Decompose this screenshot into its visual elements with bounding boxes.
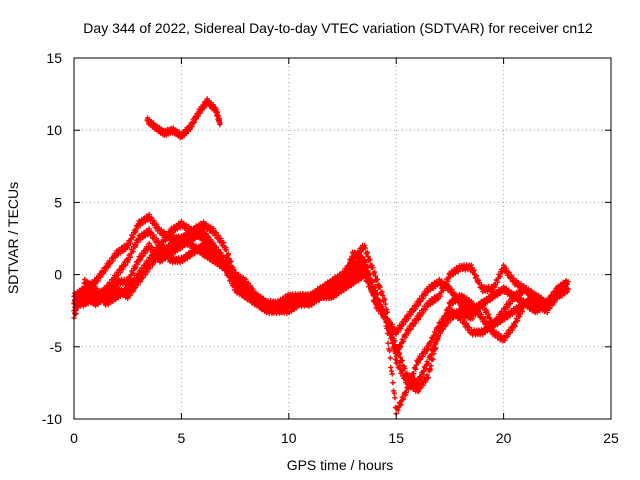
x-tick-label: 10 — [281, 430, 297, 446]
series-trace-2 — [71, 211, 571, 395]
series-markers — [71, 227, 571, 387]
y-tick-label: 15 — [46, 50, 62, 66]
y-tick-label: -5 — [50, 339, 63, 355]
y-tick-label: 5 — [54, 194, 62, 210]
x-tick-label: 20 — [496, 430, 512, 446]
series-markers — [71, 226, 571, 417]
tick-layer: 0 5 10 15 20 25 -10 -5 0 5 10 15 — [42, 50, 619, 446]
series-layer — [71, 96, 571, 417]
x-tick-label: 5 — [178, 430, 186, 446]
x-tick-label: 0 — [70, 430, 78, 446]
y-axis-label: SDTVAR / TECUs — [5, 182, 21, 294]
series-trace-3 — [71, 226, 571, 417]
series-markers — [144, 96, 223, 141]
y-tick-label: -10 — [42, 411, 62, 427]
series-trace-6 — [144, 96, 223, 141]
plot-frame — [73, 57, 612, 420]
series-trace-1 — [71, 227, 571, 387]
series-markers — [71, 211, 571, 395]
x-axis-label: GPS time / hours — [287, 457, 394, 473]
y-tick-label: 0 — [54, 267, 62, 283]
y-tick-label: 10 — [46, 122, 62, 138]
chart-title: Day 344 of 2022, Sidereal Day-to-day VTE… — [83, 20, 593, 36]
x-tick-label: 15 — [388, 430, 404, 446]
x-tick-label: 25 — [603, 430, 619, 446]
